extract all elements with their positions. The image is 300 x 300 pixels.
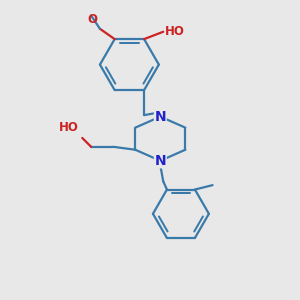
Text: N: N: [154, 110, 166, 124]
Text: N: N: [154, 154, 166, 168]
Text: O: O: [88, 14, 98, 26]
Text: HO: HO: [165, 25, 185, 38]
Text: HO: HO: [59, 122, 79, 134]
